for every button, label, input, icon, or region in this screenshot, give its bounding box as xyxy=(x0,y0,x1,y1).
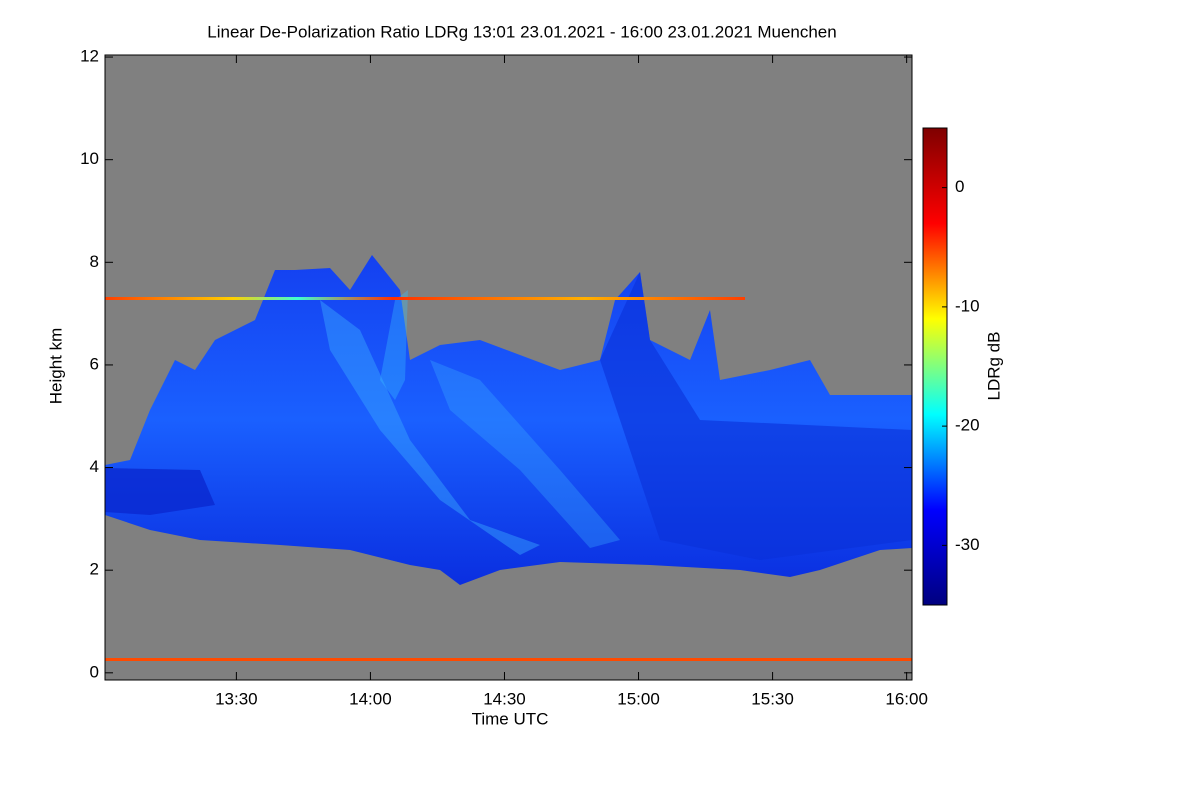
y-tick-label: 12 xyxy=(80,47,99,66)
x-tick-label: 13:30 xyxy=(215,689,258,708)
y-tick-label: 2 xyxy=(90,560,99,579)
x-tick-label: 15:00 xyxy=(617,689,660,708)
colorbar-label: LDRg dB xyxy=(984,332,1003,401)
colorbar xyxy=(922,127,948,606)
colorbar-tick-label: 0 xyxy=(955,177,964,196)
y-tick-label: 8 xyxy=(90,252,99,271)
colorbar-tick-label: -20 xyxy=(955,416,980,435)
colorbar-tick-label: -30 xyxy=(955,535,980,554)
y-tick-label: 0 xyxy=(90,662,99,681)
x-tick-label: 15:30 xyxy=(751,689,794,708)
y-tick-label: 10 xyxy=(80,149,99,168)
x-tick-label: 14:30 xyxy=(483,689,526,708)
colorbar-tick-label: -10 xyxy=(955,296,980,315)
y-axis-label: Height km xyxy=(46,328,65,405)
y-tick-label: 4 xyxy=(90,457,99,476)
x-tick-label: 14:00 xyxy=(349,689,392,708)
x-axis-label: Time UTC xyxy=(472,709,549,728)
cloud-field xyxy=(105,255,912,661)
x-tick-label: 16:00 xyxy=(885,689,928,708)
y-tick-label: 6 xyxy=(90,354,99,373)
plot-frame xyxy=(104,54,913,681)
chart-title: Linear De-Polarization Ratio LDRg 13:01 … xyxy=(207,22,836,41)
